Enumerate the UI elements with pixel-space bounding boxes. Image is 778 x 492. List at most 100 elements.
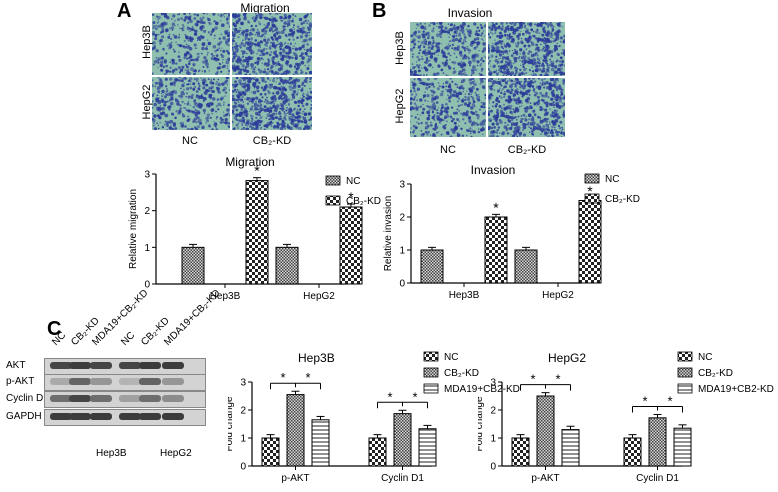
legend-label: NC (698, 352, 712, 363)
significance-marker: * (555, 372, 560, 387)
blot-band (119, 413, 141, 420)
legend-swatch (677, 383, 693, 394)
bar (578, 200, 602, 284)
panel-b-row-hepg2: HepG2 (394, 88, 406, 124)
legend-label: NC (605, 174, 619, 185)
bar (673, 427, 692, 467)
legend-swatch (423, 367, 439, 378)
bar (536, 395, 555, 467)
migration-bar-chart: Migration 0 1 2 3 Relative migration Hep3B * Hep… (128, 155, 381, 302)
blot-band (69, 378, 91, 385)
significance-marker: * (642, 393, 647, 408)
x-tick-label: Hep3B (449, 290, 480, 301)
blot-band (69, 413, 91, 420)
hepg2-fold-change-chart: HepG2 0 1 2 3 Fold change p-AKT * * Cyclin D1 * * NC… (478, 351, 774, 484)
blot-band (139, 413, 161, 420)
y-tick-label: 1 (144, 243, 150, 254)
legend-swatch (584, 173, 600, 184)
legend-swatch (325, 175, 341, 186)
blot-band (50, 395, 72, 402)
legend-label: MDA19+CB2-KD (698, 384, 774, 395)
y-tick-label: 1 (240, 434, 246, 445)
bar (261, 437, 280, 467)
panel-b-col-kd: CB₂-KD (507, 144, 547, 156)
blot-cell-hepg2: HepG2 (160, 448, 192, 459)
micro-cells (488, 78, 565, 137)
bar (623, 437, 642, 467)
micro-cells (410, 78, 486, 137)
legend-swatch (677, 367, 693, 378)
micro-a-hep3b-nc (152, 13, 230, 75)
micro-cells (488, 22, 565, 76)
panel-c-label: C (47, 318, 62, 340)
panel-a-row-hep3b: Hep3B (141, 25, 153, 59)
y-tick-label: 1 (399, 246, 405, 257)
micro-cells (410, 22, 486, 76)
blot-band (139, 362, 161, 369)
legend-swatch (423, 351, 439, 362)
chart-title: Invasion (471, 163, 516, 177)
y-axis-label: Relative migration (128, 189, 139, 269)
panel-a-row-hepg2: HepG2 (141, 84, 153, 120)
blot-band (162, 395, 184, 402)
bar (245, 180, 269, 285)
micro-texture (152, 77, 230, 130)
panel-b-col-nc: NC (440, 144, 456, 156)
blot-band (50, 378, 72, 385)
legend-label: CB₂-KD (605, 194, 640, 205)
chart-title: Hep3B (298, 351, 335, 365)
micro-texture (488, 78, 565, 137)
bar (561, 429, 580, 467)
lane-label: NC (119, 330, 138, 348)
y-tick-label: 0 (490, 462, 496, 473)
bar (339, 206, 363, 285)
bar (311, 419, 330, 467)
hep3b-fold-change-chart: Hep3B 0 1 2 3 Fold change p-AKT * * Cyclin D1 * * NC… (228, 351, 520, 484)
x-tick-label: Cyclin D1 (636, 473, 679, 484)
y-axis-label: Fold change (478, 396, 485, 451)
blot-band (90, 413, 112, 420)
legend-swatch (423, 383, 439, 394)
legend-swatch (325, 195, 341, 206)
y-tick-label: 3 (399, 180, 405, 191)
blot-band (50, 413, 72, 420)
legend-swatch (677, 351, 693, 362)
blot-band (162, 413, 184, 420)
micro-a-hep3b-kd (232, 13, 312, 75)
blot-band (90, 362, 112, 369)
micro-b-hep3b-nc (410, 22, 486, 76)
blot-band (90, 395, 112, 402)
protein-label: AKT (6, 360, 26, 371)
x-tick-label: p-AKT (531, 473, 559, 484)
significance-marker: * (280, 370, 285, 385)
x-tick-label: p-AKT (281, 473, 309, 484)
micro-texture (232, 13, 312, 75)
blot-band (90, 378, 112, 385)
y-tick-label: 1 (490, 434, 496, 445)
micro-a-hepg2-kd (232, 77, 312, 130)
micro-cells (152, 77, 230, 130)
y-axis-label: Relative invasion (383, 196, 394, 272)
micro-texture (410, 22, 486, 76)
micro-cells (232, 77, 312, 130)
blot-cell-hep3b: Hep3B (96, 448, 127, 459)
significance-marker: * (412, 389, 417, 404)
bar (418, 428, 437, 467)
micro-texture (232, 77, 312, 130)
y-tick-label: 2 (399, 213, 405, 224)
micro-b-hep3b-kd (488, 22, 565, 76)
significance-marker: * (493, 199, 499, 215)
protein-label: p-AKT (6, 376, 35, 387)
y-tick-label: 0 (399, 279, 405, 290)
chart-title: HepG2 (548, 351, 586, 365)
x-tick-label: Cyclin D1 (381, 473, 424, 484)
micro-texture (152, 13, 230, 75)
bar (181, 246, 205, 285)
bar (286, 394, 305, 467)
bar (484, 216, 508, 284)
legend-swatch (584, 193, 600, 204)
bar (648, 417, 667, 467)
panel-a-label: A (117, 0, 132, 22)
y-tick-label: 3 (240, 378, 246, 389)
y-tick-label: 2 (144, 206, 150, 217)
